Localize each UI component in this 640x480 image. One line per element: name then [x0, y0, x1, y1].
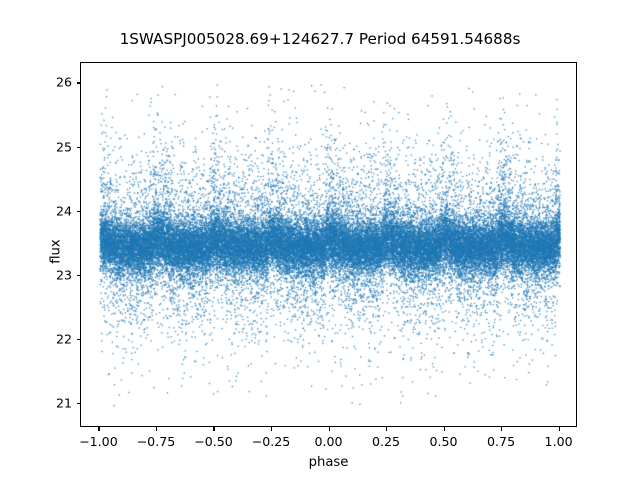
y-tick-mark	[76, 338, 80, 340]
x-tick-label: 0.75	[487, 434, 516, 449]
y-tick-label: 24	[55, 203, 72, 219]
y-tick-label: 26	[55, 74, 72, 90]
x-tick-mark	[386, 427, 388, 431]
plot-axes	[80, 62, 577, 427]
x-tick-label: −0.50	[194, 434, 233, 449]
x-tick-label: −1.00	[79, 434, 118, 449]
x-tick-mark	[558, 427, 560, 431]
y-tick-label: 21	[55, 395, 72, 411]
x-tick-label: 0.50	[429, 434, 458, 449]
x-tick-label: −0.75	[136, 434, 176, 449]
page-title: 1SWASPJ005028.69+124627.7 Period 64591.5…	[119, 30, 521, 48]
y-axis-tick-labels: 21 22 23 24 25 26	[0, 0, 80, 480]
x-tick-label: −0.25	[251, 434, 291, 449]
y-tick-label: 22	[55, 331, 72, 347]
x-tick-mark	[328, 427, 330, 431]
x-tick-mark	[270, 427, 273, 431]
y-axis-label: flux	[48, 239, 64, 264]
y-tick-mark	[76, 274, 80, 276]
x-tick-label: 1.00	[544, 434, 573, 449]
x-tick-mark	[443, 427, 445, 431]
y-tick-mark	[76, 402, 80, 404]
y-tick-label: 23	[55, 267, 72, 283]
x-tick-label: 0.25	[371, 434, 401, 449]
y-tick-mark	[76, 146, 80, 148]
x-axis-label: phase	[308, 455, 349, 470]
y-tick-mark	[76, 210, 80, 212]
x-tick-mark	[501, 427, 503, 431]
y-tick-label: 25	[55, 139, 72, 155]
x-tick-mark	[155, 427, 158, 431]
scatter-plot-canvas	[81, 63, 576, 426]
x-tick-mark	[213, 427, 215, 431]
x-tick-mark	[98, 427, 100, 431]
x-tick-label: 0.00	[314, 434, 343, 449]
y-tick-mark	[76, 82, 80, 84]
